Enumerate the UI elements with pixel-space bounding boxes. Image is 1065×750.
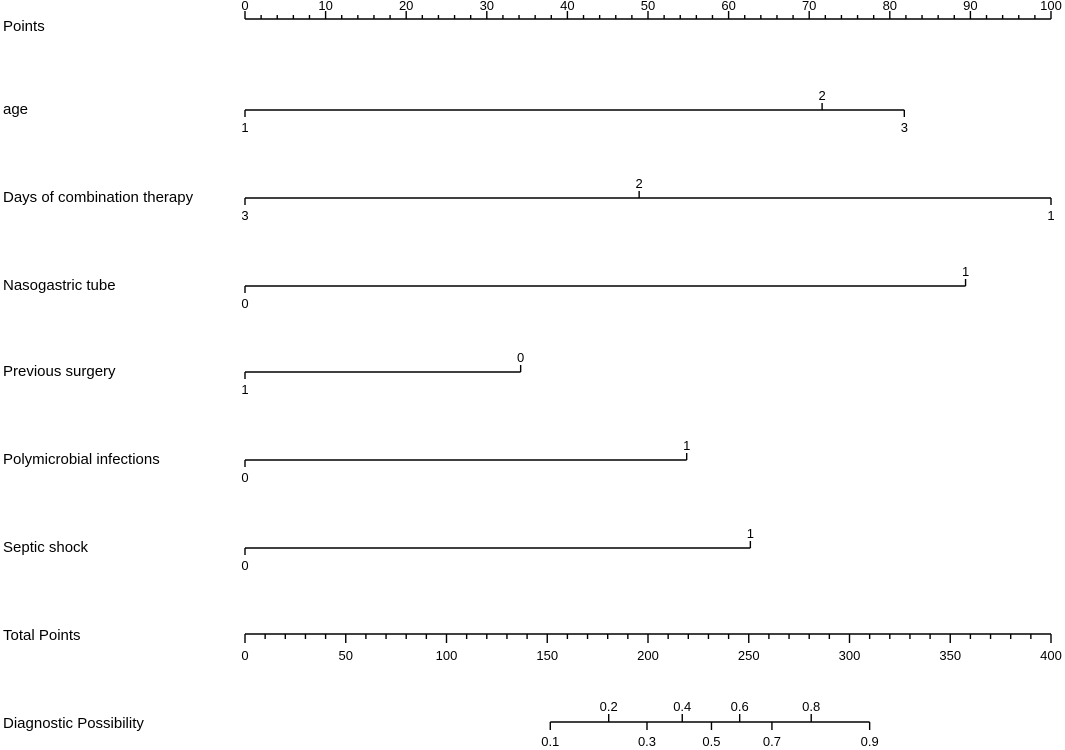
- variable-level-label: 3: [241, 208, 248, 223]
- points-axis: Points 0 10 20 30 40 50 60 70 80 90 100: [3, 0, 1062, 35]
- points-axis-label: Points: [3, 18, 45, 35]
- variable-level-label: 3: [901, 120, 908, 135]
- points-tick-label: 100: [1040, 0, 1062, 13]
- points-tick-label: 30: [480, 0, 494, 13]
- total-tick-label: 100: [436, 648, 458, 663]
- diagnostic-possibility-axis: Diagnostic Possibility 0.1 0.2 0.3 0.4 0.5 0.6…: [3, 699, 879, 749]
- variable-level-label: 1: [241, 120, 248, 135]
- total-tick-label: 150: [536, 648, 558, 663]
- variable-label: Polymicrobial infections: [3, 451, 160, 468]
- variable-row: Polymicrobial infections 0 1: [3, 438, 690, 485]
- total-points-label: Total Points: [3, 627, 81, 644]
- variable-row: Septic shock 0 1: [3, 526, 754, 573]
- total-tick-label: 400: [1040, 648, 1062, 663]
- variable-label: Septic shock: [3, 539, 89, 556]
- total-tick-label: 350: [939, 648, 961, 663]
- total-tick-label: 0: [241, 648, 248, 663]
- total-points-axis: Total Points 0 50 100 150 200 250 300 350 400: [3, 627, 1062, 663]
- total-tick-label: 300: [839, 648, 861, 663]
- diagnostic-tick-label: 0.9: [861, 734, 879, 749]
- variable-row: age 1 2 3: [3, 88, 908, 135]
- points-tick-label: 70: [802, 0, 816, 13]
- diagnostic-tick-label: 0.6: [731, 699, 749, 714]
- variable-level-label: 1: [241, 382, 248, 397]
- points-tick-label: 80: [883, 0, 897, 13]
- total-tick-label: 50: [339, 648, 353, 663]
- variable-level-label: 1: [683, 438, 690, 453]
- variable-level-label: 1: [747, 526, 754, 541]
- variable-level-label: 2: [818, 88, 825, 103]
- diagnostic-tick-label: 0.5: [702, 734, 720, 749]
- variable-row: Previous surgery 1 0: [3, 350, 524, 397]
- variable-row: Nasogastric tube 0 1: [3, 264, 969, 311]
- variable-label: Previous surgery: [3, 363, 116, 380]
- diagnostic-tick-label: 0.2: [600, 699, 618, 714]
- diagnostic-tick-label: 0.7: [763, 734, 781, 749]
- variable-label: age: [3, 101, 28, 118]
- variable-level-label: 2: [636, 176, 643, 191]
- points-tick-label: 10: [318, 0, 332, 13]
- diagnostic-possibility-label: Diagnostic Possibility: [3, 715, 144, 732]
- diagnostic-tick-label: 0.8: [802, 699, 820, 714]
- variable-label: Days of combination therapy: [3, 189, 194, 206]
- diagnostic-tick-label: 0.1: [541, 734, 559, 749]
- diagnostic-tick-label: 0.4: [673, 699, 691, 714]
- variable-level-label: 1: [962, 264, 969, 279]
- points-tick-label: 90: [963, 0, 977, 13]
- variable-level-label: 1: [1047, 208, 1054, 223]
- variable-row: Days of combination therapy 3 2 1: [3, 176, 1055, 223]
- points-tick-label: 0: [241, 0, 248, 13]
- diagnostic-tick-label: 0.3: [638, 734, 656, 749]
- variable-level-label: 0: [241, 470, 248, 485]
- points-tick-label: 50: [641, 0, 655, 13]
- total-tick-label: 250: [738, 648, 760, 663]
- variable-level-label: 0: [241, 558, 248, 573]
- variable-level-label: 0: [241, 296, 248, 311]
- variable-label: Nasogastric tube: [3, 277, 116, 294]
- points-tick-label: 40: [560, 0, 574, 13]
- points-tick-label: 60: [721, 0, 735, 13]
- variable-level-label: 0: [517, 350, 524, 365]
- total-tick-label: 200: [637, 648, 659, 663]
- points-tick-label: 20: [399, 0, 413, 13]
